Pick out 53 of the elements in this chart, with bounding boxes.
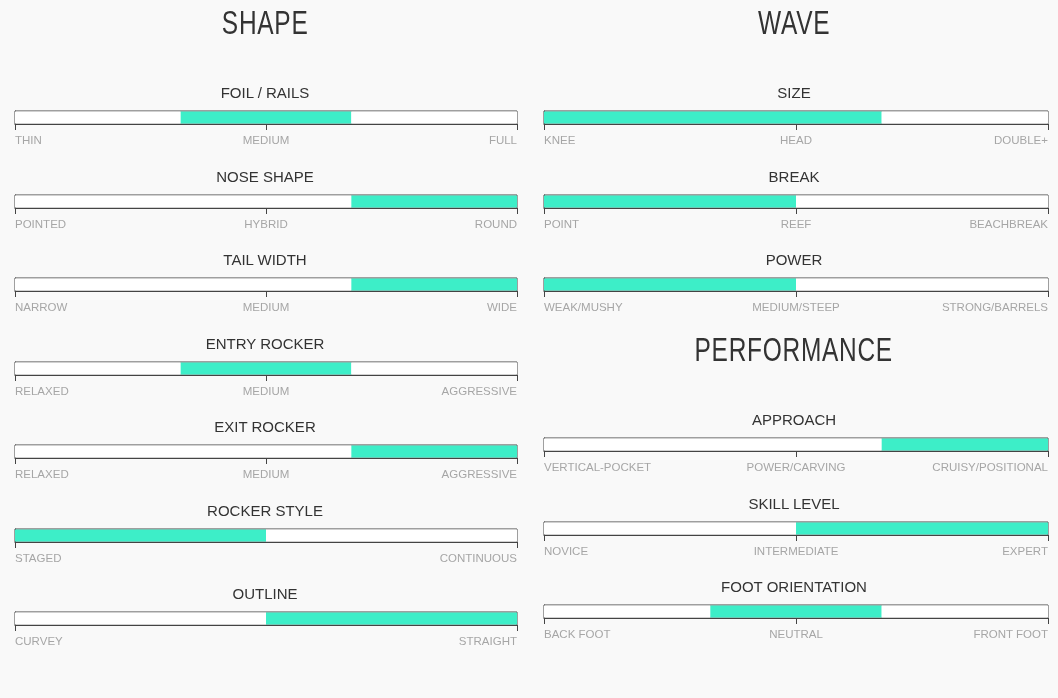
- text: ROUND: [474, 217, 517, 230]
- text: WEAK/MUSHY: [544, 301, 623, 313]
- text: STRONG/BARRELS: [941, 301, 1049, 313]
- text: AGGRESSIVE: [441, 468, 518, 480]
- chart-title: BREAK: [768, 167, 820, 185]
- chart-title: FOIL / RAILS: [220, 84, 310, 101]
- chart-title: ROCKER STYLE: [207, 501, 323, 519]
- text: STAGED: [15, 551, 62, 564]
- text: DOUBLE+: [993, 134, 1049, 146]
- text: BEACHBREAK: [969, 217, 1049, 230]
- chart-title: APPROACH: [751, 411, 837, 428]
- chart-title: SIZE: [777, 84, 811, 101]
- text: EXPERT: [1002, 544, 1048, 557]
- text: INTERMEDIATE: [753, 544, 839, 557]
- text: VERTICAL-POCKET: [544, 461, 652, 473]
- text: RELAXED: [15, 384, 69, 397]
- text: CURVEY: [15, 635, 64, 647]
- chart-title: ENTRY ROCKER: [205, 334, 325, 352]
- text: STRAIGHT: [458, 635, 517, 647]
- text: AGGRESSIVE: [441, 384, 518, 397]
- text: THIN: [15, 134, 42, 146]
- text: POWER/CARVING: [746, 461, 846, 473]
- text: HEAD: [780, 134, 812, 146]
- text: MEDIUM: [242, 301, 290, 313]
- text: CONTINUOUS: [439, 551, 518, 564]
- text: HYBRID: [244, 217, 288, 230]
- text: RELAXED: [15, 468, 69, 480]
- text: MEDIUM: [242, 468, 290, 480]
- text: WIDE: [486, 301, 518, 313]
- chart-title: TAIL WIDTH: [223, 251, 307, 268]
- text: NOVICE: [544, 544, 589, 557]
- text: NEUTRAL: [769, 628, 824, 640]
- text: MEDIUM: [242, 384, 290, 397]
- text: POINTED: [15, 217, 67, 230]
- chart-title: FOOT ORIENTATION: [721, 578, 867, 595]
- text: NARROW: [15, 301, 68, 313]
- text: FRONT FOOT: [973, 628, 1048, 640]
- text: CRUISY/POSITIONAL: [932, 461, 1049, 473]
- text: KNEE: [544, 134, 576, 146]
- text: POINT: [544, 217, 580, 230]
- chart-title: OUTLINE: [232, 585, 298, 602]
- chart-title: EXIT ROCKER: [214, 418, 316, 435]
- text: MEDIUM/STEEP: [752, 301, 841, 313]
- chart-title: SKILL LEVEL: [748, 494, 840, 512]
- text: REEF: [780, 217, 812, 230]
- text: FULL: [488, 134, 518, 146]
- text: PERFORMANCE: [694, 330, 894, 368]
- text: WAVE: [757, 3, 831, 41]
- text: MEDIUM: [242, 134, 290, 146]
- chart-title: NOSE SHAPE: [216, 167, 314, 185]
- text: SHAPE: [221, 3, 309, 41]
- text: BACK FOOT: [544, 628, 611, 640]
- chart-title: POWER: [765, 251, 823, 268]
